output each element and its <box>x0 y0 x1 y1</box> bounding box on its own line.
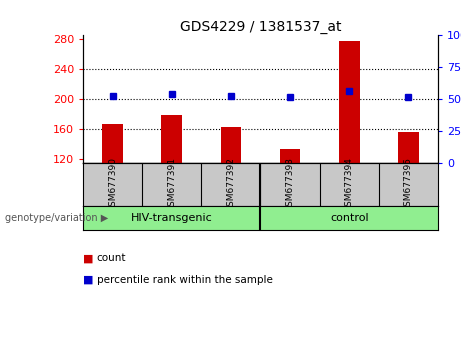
Text: HIV-transgenic: HIV-transgenic <box>131 213 213 223</box>
Text: GSM677393: GSM677393 <box>285 157 295 212</box>
Text: ■: ■ <box>83 275 94 285</box>
Bar <box>339 41 360 162</box>
Text: genotype/variation ▶: genotype/variation ▶ <box>5 213 108 223</box>
Text: GSM677392: GSM677392 <box>226 157 236 212</box>
Bar <box>398 132 419 162</box>
Text: control: control <box>330 213 368 223</box>
Text: count: count <box>97 253 126 263</box>
Title: GDS4229 / 1381537_at: GDS4229 / 1381537_at <box>180 21 341 34</box>
Text: GSM677391: GSM677391 <box>167 157 176 212</box>
Text: GSM677390: GSM677390 <box>108 157 117 212</box>
Text: ■: ■ <box>83 253 94 263</box>
Bar <box>102 124 123 162</box>
Bar <box>161 115 182 162</box>
Bar <box>280 149 301 162</box>
Text: GSM677395: GSM677395 <box>404 157 413 212</box>
Text: percentile rank within the sample: percentile rank within the sample <box>97 275 273 285</box>
Text: GSM677394: GSM677394 <box>345 157 354 212</box>
Bar <box>220 127 241 162</box>
